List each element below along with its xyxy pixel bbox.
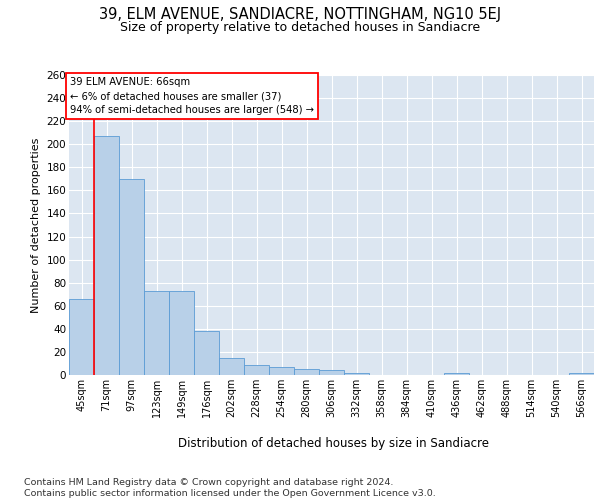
Bar (69, 299, 94, 375)
Text: Distribution of detached houses by size in Sandiacre: Distribution of detached houses by size … (178, 438, 488, 450)
Bar (319, 370, 344, 375)
Bar (294, 369, 319, 375)
Text: Contains HM Land Registry data © Crown copyright and database right 2024.
Contai: Contains HM Land Registry data © Crown c… (24, 478, 436, 498)
Text: 39, ELM AVENUE, SANDIACRE, NOTTINGHAM, NG10 5EJ: 39, ELM AVENUE, SANDIACRE, NOTTINGHAM, N… (99, 8, 501, 22)
Text: Size of property relative to detached houses in Sandiacre: Size of property relative to detached ho… (120, 21, 480, 34)
Bar (444, 372, 469, 375)
Text: 39 ELM AVENUE: 66sqm
← 6% of detached houses are smaller (37)
94% of semi-detach: 39 ELM AVENUE: 66sqm ← 6% of detached ho… (70, 78, 314, 116)
Y-axis label: Number of detached properties: Number of detached properties (31, 138, 41, 312)
Bar (94, 136, 119, 375)
Bar (169, 291, 194, 375)
Bar (144, 291, 169, 375)
Bar (269, 367, 294, 375)
Bar (569, 372, 594, 375)
Bar (219, 358, 244, 375)
Bar (119, 179, 144, 375)
Bar (244, 364, 269, 375)
Bar (194, 331, 219, 375)
Bar (344, 372, 369, 375)
